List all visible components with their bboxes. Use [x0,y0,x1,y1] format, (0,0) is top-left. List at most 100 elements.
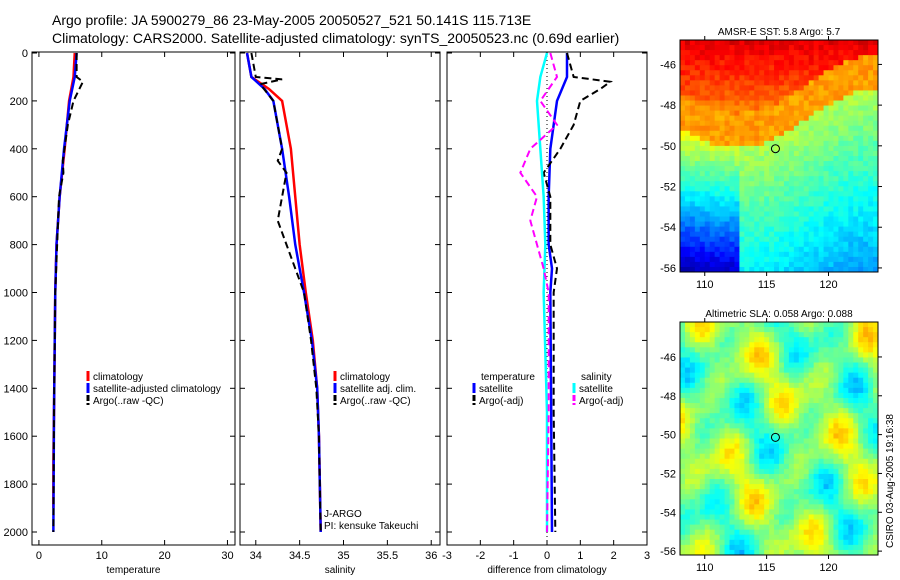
map-cell [779,397,785,404]
map-title: Altimetric SLA: 0.058 Argo: 0.088 [705,309,853,320]
map-cell [793,211,800,218]
map-cell [853,514,859,521]
map-cell [684,80,691,86]
map-cell [853,140,859,147]
map-cell [808,156,815,162]
map-cell [680,186,686,192]
map-cell [709,458,716,465]
map-cell [779,524,785,531]
map-cell [813,514,820,521]
map-cell [798,357,805,364]
map-cell [714,201,721,207]
map-cell [719,484,726,490]
map-cell [699,549,706,556]
map-cell [724,110,730,117]
map-cell [684,145,691,152]
map-cell [754,161,760,167]
map-cell [828,484,834,490]
map-cell [818,171,825,177]
map-cell [843,266,849,273]
map-cell [798,140,805,147]
map-cell [813,408,820,414]
map-cell [808,332,815,338]
map-cell [843,438,849,445]
map-cell [779,115,785,122]
map-cell [754,443,760,450]
map-cell [863,140,869,147]
map-cell [744,110,750,117]
map-cell [793,519,800,526]
map-cell [689,524,696,531]
map-cell [779,211,785,218]
map-cell [699,377,706,384]
map-cell [818,181,825,187]
map-cell [774,75,780,81]
map-cell [739,186,745,192]
map-cell [759,50,765,56]
map-cell [803,45,810,51]
map-cell [694,130,701,137]
map-cell [873,484,879,490]
map-cell [783,539,790,546]
map-cell [838,519,844,526]
map-cell [783,226,790,233]
map-cell [749,251,755,258]
map-cell [704,377,711,384]
map-cell [749,387,755,394]
map-cell [689,221,696,228]
map-cell [694,135,701,142]
map-cell [838,90,844,96]
map-cell [858,428,864,434]
map-cell [843,161,849,167]
map-cell [704,241,711,248]
map-cell [798,65,805,71]
map-cell [734,206,740,212]
map-cell [729,221,735,228]
map-cell [823,473,829,480]
map-cell [808,387,815,394]
map-cell [779,105,785,112]
map-cell [694,413,701,419]
map-cell [863,468,869,475]
map-cell [709,45,716,51]
map-cell [853,251,859,258]
map-cell [719,408,726,414]
map-cell [774,337,780,343]
map-cell [843,256,849,263]
map-cell [749,206,755,212]
map-cell [788,130,795,137]
map-cell [684,85,691,91]
map-cell [863,337,869,343]
map-cell [788,539,795,546]
map-cell [828,433,834,439]
map-cell [689,327,696,333]
map-cell [714,382,721,389]
map-cell [680,438,686,445]
map-cell [724,519,730,526]
map-cell [714,489,721,495]
map-cell [684,125,691,132]
map-cell [689,397,696,404]
map-cell [704,453,711,460]
map-cell [739,85,745,91]
map-cell [734,332,740,338]
map-cell [699,251,706,258]
map-cell [724,403,730,409]
map-cell [808,377,815,384]
map-cell [754,171,760,177]
map-cell [803,181,810,187]
map-cell [769,135,775,142]
map-cell [729,443,735,450]
map-cell [684,529,691,536]
map-cell [818,489,825,495]
map-cell [848,216,854,223]
map-cell [719,504,726,510]
map-cell [734,236,740,243]
map-cell [803,120,810,127]
map-cell [680,236,686,243]
map-cell [719,413,726,419]
map-cell [714,524,721,531]
map-cell [863,135,869,142]
map-cell [684,448,691,455]
map-cell [689,367,696,374]
